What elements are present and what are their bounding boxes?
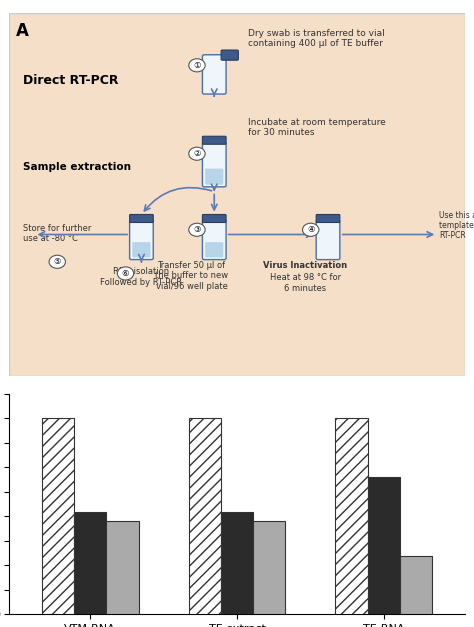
FancyBboxPatch shape <box>129 214 153 223</box>
Bar <box>368 477 400 614</box>
Text: ①: ① <box>193 61 201 70</box>
Bar <box>106 521 139 614</box>
Text: Direct RT-PCR: Direct RT-PCR <box>23 75 118 87</box>
FancyBboxPatch shape <box>9 13 465 376</box>
FancyBboxPatch shape <box>202 55 226 94</box>
Text: ④: ④ <box>307 225 314 234</box>
Bar <box>42 418 74 614</box>
FancyBboxPatch shape <box>316 214 340 223</box>
FancyBboxPatch shape <box>202 220 226 260</box>
Circle shape <box>189 59 205 72</box>
FancyBboxPatch shape <box>205 242 223 258</box>
Circle shape <box>49 255 65 268</box>
Text: A: A <box>16 22 29 40</box>
Circle shape <box>189 223 205 236</box>
Text: Virus Inactivation: Virus Inactivation <box>263 261 347 270</box>
Bar <box>253 521 285 614</box>
FancyBboxPatch shape <box>316 220 340 260</box>
Text: Use this as
template for
RT-PCR: Use this as template for RT-PCR <box>439 211 474 240</box>
Text: RNA isolation
Followed by RT-PCR: RNA isolation Followed by RT-PCR <box>100 267 182 287</box>
FancyBboxPatch shape <box>202 214 226 223</box>
Text: ②: ② <box>193 149 201 158</box>
Text: Incubate at room temperature
for 30 minutes: Incubate at room temperature for 30 minu… <box>248 118 386 137</box>
Bar <box>335 418 368 614</box>
FancyBboxPatch shape <box>129 220 153 260</box>
FancyBboxPatch shape <box>202 142 226 187</box>
Bar <box>400 556 432 614</box>
Bar <box>221 512 253 614</box>
Bar <box>189 418 221 614</box>
FancyBboxPatch shape <box>221 50 238 60</box>
FancyBboxPatch shape <box>202 136 226 144</box>
Text: ⑤: ⑤ <box>54 257 61 266</box>
Text: Sample extraction: Sample extraction <box>23 162 131 172</box>
Text: ⑥: ⑥ <box>122 269 129 278</box>
Text: Dry swab is transferred to vial
containing 400 μl of TE buffer: Dry swab is transferred to vial containi… <box>248 29 385 48</box>
Text: Store for further
use at -80 °C: Store for further use at -80 °C <box>23 224 91 243</box>
Text: Transfer 50 μl of
the buffer to new
vial/96 well plate: Transfer 50 μl of the buffer to new vial… <box>155 261 228 291</box>
Circle shape <box>302 223 319 236</box>
Circle shape <box>189 147 205 161</box>
Bar <box>74 512 106 614</box>
Text: Heat at 98 °C for
6 minutes: Heat at 98 °C for 6 minutes <box>270 273 341 293</box>
FancyBboxPatch shape <box>205 169 223 184</box>
Circle shape <box>118 267 134 280</box>
Text: ③: ③ <box>193 225 201 234</box>
FancyBboxPatch shape <box>132 242 151 258</box>
